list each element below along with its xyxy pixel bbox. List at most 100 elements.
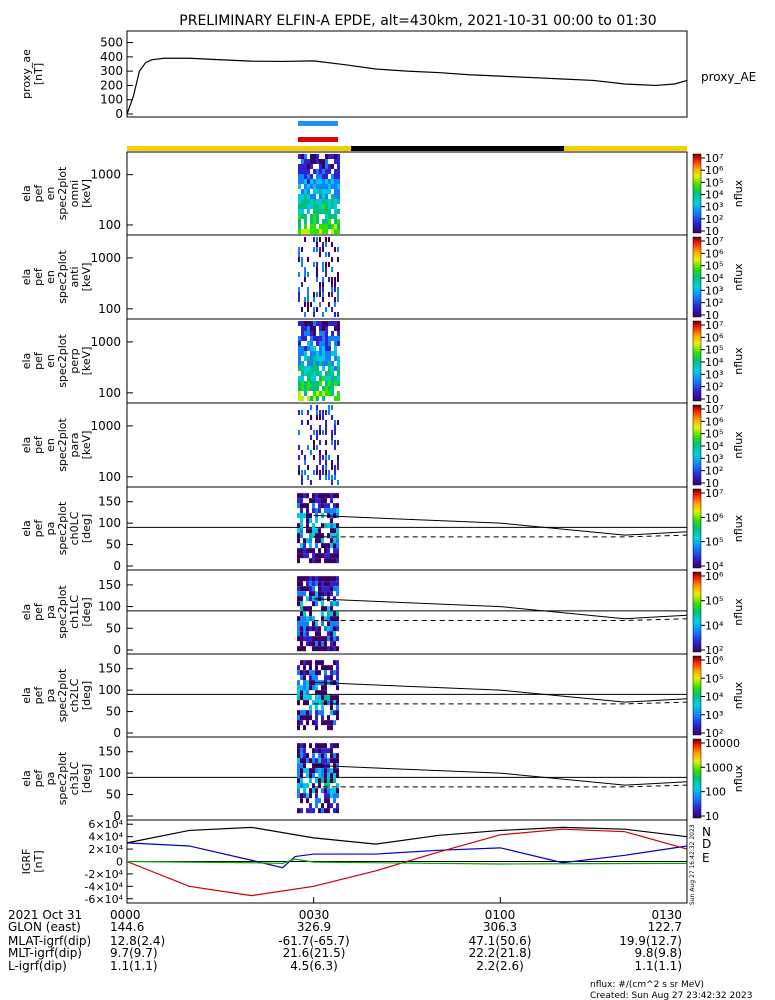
- energy-panel-3-spectrogram-cell: [337, 371, 340, 376]
- energy-panel-2-spectrogram-cell: [316, 277, 318, 282]
- energy-panel-4-spectrogram-cell: [301, 410, 303, 415]
- energy-panel-3-spectrogram-cell: [331, 366, 334, 371]
- energy-panel-4-spectrogram-cell: [301, 475, 303, 480]
- energy-panel-1-spectrogram-cell: [307, 179, 310, 184]
- energy-panel-1-spectrogram-cell: [301, 199, 304, 204]
- footer-cell: 306.3: [483, 920, 517, 934]
- pitch-panel-2-spectrogram-cell: [300, 690, 303, 696]
- energy-panel-3-spectrogram-cell: [334, 326, 337, 331]
- energy-panel-1-spectrogram-cell: [319, 189, 322, 194]
- energy-panel-2-colorbar-tick-label: 10²: [705, 297, 723, 310]
- pitch-panel-3-spectrogram-cell: [303, 758, 306, 764]
- pitch-panel-1-axis-label-line: pa: [44, 605, 57, 619]
- pitch-panel-3-spectrogram-cell: [297, 748, 300, 754]
- energy-panel-1-spectrogram-cell: [310, 164, 313, 169]
- pitch-panel-1-spectrogram-cell: [303, 621, 306, 627]
- energy-panel-3-spectrogram-cell: [301, 336, 304, 341]
- energy-panel-1-spectrogram-cell: [301, 174, 304, 179]
- energy-panel-2-spectrogram-cell: [307, 272, 309, 277]
- energy-panel-1-spectrogram-cell: [331, 174, 334, 179]
- energy-panel-3-spectrogram-cell: [334, 381, 337, 386]
- pitch-panel-1-spectrogram-cell: [303, 646, 306, 652]
- energy-panel-3-spectrogram-cell: [319, 376, 322, 381]
- energy-panel-4-colorbar-tick-label: 10⁷: [705, 403, 723, 416]
- pitch-panel-2-spectrogram-cell: [303, 725, 306, 731]
- pitch-panel-3-spectrogram-cell: [300, 783, 303, 789]
- pitch-panel-1-spectrogram-cell: [336, 621, 339, 627]
- energy-panel-4-colorbar-tick-label: 10⁶: [705, 415, 724, 428]
- pitch-panel-2-colorbar-tick-label: 10⁶: [705, 654, 724, 667]
- energy-panel-3-spectrogram-cell: [337, 341, 340, 346]
- energy-panel-2-spectrogram-cell: [325, 252, 327, 257]
- pitch-panel-0-spectrogram-cell: [315, 538, 318, 544]
- pitch-panel-2-axis-label-line: ela: [20, 687, 33, 704]
- pitch-panel-0-spectrogram-cell: [300, 548, 303, 554]
- energy-panel-3-spectrogram-cell: [304, 346, 307, 351]
- footer-cell: 326.9: [297, 920, 331, 934]
- energy-panel-3-spectrogram-cell: [313, 356, 316, 361]
- pitch-panel-0-spectrogram-cell: [315, 558, 318, 564]
- pitch-panel-2-spectrogram-cell: [309, 660, 312, 666]
- energy-panel-1-spectrogram-cell: [307, 204, 310, 209]
- energy-panel-1-spectrogram-cell: [328, 204, 331, 209]
- energy-panel-3-spectrogram-cell: [298, 391, 301, 396]
- energy-panel-3-spectrogram-cell: [322, 351, 325, 356]
- energy-panel-3-spectrogram-cell: [310, 371, 313, 376]
- pitch-panel-3-spectrogram-cell: [327, 778, 330, 784]
- pitch-panel-1-spectrogram-cell: [321, 601, 324, 607]
- pitch-panel-3-spectrogram-cell: [303, 748, 306, 754]
- energy-panel-1-spectrogram-cell: [337, 219, 340, 224]
- pitch-panel-1-spectrogram-cell: [297, 596, 300, 602]
- energy-panel-1-spectrogram-cell: [322, 184, 325, 189]
- energy-panel-1-spectrogram-cell: [319, 194, 322, 199]
- energy-panel-4-spectrogram-cell: [310, 415, 312, 420]
- pitch-panel-1-spectrogram-cell: [297, 616, 300, 622]
- pitch-panel-0-spectrogram-cell: [306, 523, 309, 529]
- pitch-panel-0-spectrogram-cell: [312, 533, 315, 539]
- pitch-panel-2-ytick-label: 150: [98, 662, 121, 676]
- energy-panel-3-spectrogram-cell: [301, 366, 304, 371]
- pitch-panel-1-spectrogram-cell: [327, 611, 330, 617]
- energy-panel-2-spectrogram-cell: [301, 257, 303, 262]
- pitch-panel-3-spectrogram-cell: [318, 798, 321, 804]
- energy-panel-1-spectrogram-cell: [325, 174, 328, 179]
- pitch-panel-0-axis-label-line: pa: [44, 522, 57, 536]
- energy-panel-3-spectrogram-cell: [316, 361, 319, 366]
- pitch-panel-2-spectrogram-cell: [309, 710, 312, 716]
- energy-panel-2-spectrogram-cell: [322, 277, 324, 282]
- pitch-panel-1-spectrogram-cell: [330, 616, 333, 622]
- pitch-panel-2-spectrogram-cell: [300, 670, 303, 676]
- pitch-panel-0-spectrogram-cell: [315, 518, 318, 524]
- energy-panel-3-spectrogram-cell: [322, 366, 325, 371]
- energy-panel-2-spectrogram-cell: [316, 267, 318, 272]
- energy-panel-3-spectrogram-cell: [298, 376, 301, 381]
- pitch-panel-2-spectrogram-cell: [321, 685, 324, 691]
- igrf-axis-label-line: IGRF: [20, 849, 33, 875]
- pitch-panel-0-spectrogram-cell: [336, 543, 339, 549]
- footer-cell: 0030: [299, 908, 330, 922]
- energy-panel-3-spectrogram-cell: [334, 396, 337, 401]
- pitch-panel-2-spectrogram-cell: [330, 670, 333, 676]
- pitch-panel-3-spectrogram-cell: [330, 748, 333, 754]
- energy-panel-3-spectrogram-cell: [304, 326, 307, 331]
- energy-panel-4-spectrogram-cell: [304, 460, 306, 465]
- pitch-panel-1-spectrogram-cell: [303, 591, 306, 597]
- energy-panel-1-spectrogram-cell: [313, 199, 316, 204]
- energy-panel-4-spectrogram-cell: [319, 455, 321, 460]
- igrf-ytick-label: 4×10⁴: [88, 831, 123, 844]
- proxy-ae-panel-frame: [126, 30, 688, 118]
- energy-panel-1-spectrogram-cell: [298, 214, 301, 219]
- pitch-panel-2-colorbar-tick-label: 10²: [705, 727, 723, 740]
- energy-panel-3-spectrogram-cell: [328, 381, 331, 386]
- energy-panel-1-spectrogram-cell: [322, 199, 325, 204]
- pitch-panel-1-ytick-label: 150: [98, 578, 121, 592]
- pitch-panel-3-spectrogram-cell: [330, 773, 333, 779]
- energy-panel-1-spectrogram-cell: [322, 169, 325, 174]
- energy-panel-1-spectrogram-cell: [322, 219, 325, 224]
- pitch-panel-0-axis-label-line: [deg]: [80, 514, 93, 543]
- pitch-panel-1-spectrogram-cell: [312, 581, 315, 587]
- pitch-panel-1-spectrogram-cell: [303, 631, 306, 637]
- pitch-panel-2-spectrogram-cell: [327, 725, 330, 731]
- pitch-panel-0-spectrogram-cell: [300, 493, 303, 499]
- energy-panel-1-ytick-label: 100: [98, 218, 121, 232]
